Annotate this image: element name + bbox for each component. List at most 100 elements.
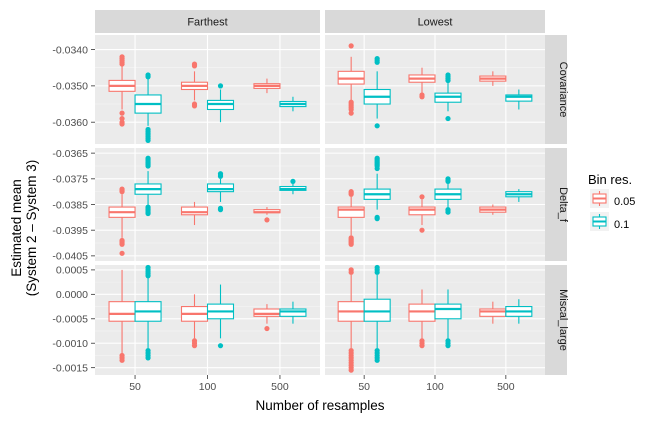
- x-tick-label: 100: [426, 381, 444, 393]
- outlier-point: [445, 209, 451, 215]
- box-body: [206, 183, 235, 193]
- strip-label-delta-f: Delta_f: [557, 187, 569, 223]
- y-tick-label: -0.0350: [52, 81, 88, 93]
- box-0-1-n500: [505, 89, 533, 110]
- facet-panels: [95, 35, 545, 375]
- outlier-point: [445, 178, 451, 184]
- legend-label-0-1: 0.1: [614, 219, 629, 231]
- outlier-point: [419, 343, 425, 349]
- box-body: [479, 308, 507, 317]
- strip-miscal-large: [545, 265, 567, 375]
- box-0-1-n100: [434, 289, 462, 349]
- x-tick-label: 50: [358, 381, 370, 393]
- box-0-1-n500: [505, 299, 533, 324]
- outlier-point: [374, 165, 380, 172]
- x-tick-label: 500: [271, 381, 289, 393]
- y-tick-label: -0.0005: [52, 314, 88, 326]
- outlier-point: [348, 241, 354, 247]
- box-0-1-n50: [134, 264, 162, 361]
- strip-label-farthest: Farthest: [187, 17, 227, 29]
- facet-strips: Farthest Lowest Covariance Delta_f Miscal_la…: [95, 10, 569, 375]
- box-body: [108, 301, 136, 322]
- axis-titles: Number of resamples Estimated mean (Syst…: [9, 160, 385, 413]
- box-0-05-n500: [479, 71, 507, 86]
- outlier-point: [419, 94, 425, 100]
- y-tick-label: -0.0340: [52, 44, 88, 56]
- y-tick-label: -0.0375: [52, 174, 88, 186]
- outlier-point: [348, 106, 354, 113]
- x-tick-label: 100: [199, 381, 217, 393]
- box-0-1-n50: [134, 72, 162, 143]
- y-tick-label: 0.0005: [56, 265, 88, 277]
- outlier-point: [290, 178, 296, 184]
- y-tick-label: -0.0405: [52, 251, 88, 263]
- strip-covariance: [545, 35, 567, 144]
- strip-farthest: [95, 10, 320, 33]
- panel-lowest-miscal-large: [325, 264, 545, 375]
- box-body: [180, 206, 209, 216]
- y-tick-label: -0.0395: [52, 225, 88, 237]
- box-0-1-n100: [434, 72, 462, 122]
- strip-label-miscal-large: Miscal_large: [557, 289, 569, 351]
- outlier-point: [119, 115, 125, 122]
- outlier-point: [119, 61, 125, 67]
- y-tick-label: -0.0360: [52, 117, 88, 129]
- outlier-point: [119, 241, 125, 247]
- y-tick-label: -0.0365: [52, 148, 88, 160]
- outlier-point: [419, 227, 425, 233]
- outlier-point: [374, 123, 380, 129]
- y-axis-title: Estimated mean (System 2 – System 3): [9, 160, 39, 297]
- box-body: [337, 206, 365, 218]
- x-tick-label: 500: [497, 381, 515, 393]
- x-axis-title: Number of resamples: [255, 398, 384, 413]
- outlier-point: [348, 43, 354, 49]
- outlier-point: [374, 264, 380, 271]
- strip-lowest: [325, 10, 545, 33]
- box-0-1-n100: [206, 83, 235, 123]
- outlier-point: [445, 343, 451, 349]
- legend-key-0-1: [590, 212, 609, 231]
- box-0-1-n100: [206, 171, 235, 213]
- legend-key-0-05: [590, 189, 609, 208]
- box-0-1-n500: [279, 96, 307, 112]
- panel-lowest-covariance: [325, 35, 545, 144]
- box-0-05-n500: [253, 78, 281, 94]
- box-body: [408, 303, 436, 322]
- box-body: [253, 308, 281, 317]
- box-0-05-n100: [180, 61, 209, 109]
- panel-lowest-delta-f: [325, 148, 545, 261]
- box-0-1-n500: [505, 189, 533, 202]
- box-0-1-n50: [363, 155, 391, 222]
- box-0-1-n100: [434, 176, 462, 215]
- box-0-05-n100: [180, 201, 209, 226]
- outlier-point: [145, 74, 151, 80]
- box-0-05-n100: [180, 294, 209, 349]
- outlier-point: [264, 325, 270, 332]
- axes: -0.0340 -0.0350 -0.0360 -0.0365 -0.0375 -0.03…: [52, 44, 514, 393]
- box-0-05-n50: [108, 54, 136, 127]
- strip-label-lowest: Lowest: [418, 17, 453, 29]
- box-body: [434, 303, 462, 320]
- y-tick-label: 0.0000: [56, 289, 88, 301]
- box-0-05-n500: [253, 207, 281, 223]
- outlier-point: [145, 163, 151, 169]
- outlier-point: [145, 264, 151, 271]
- legend-keys: [590, 189, 609, 231]
- box-0-05-n50: [108, 186, 136, 256]
- outlier-point: [191, 63, 198, 69]
- outlier-point: [191, 103, 198, 109]
- outlier-point: [374, 216, 380, 222]
- box-0-05-n50: [337, 189, 365, 247]
- box-0-05-n500: [253, 304, 281, 332]
- legend-label-0-05: 0.05: [614, 196, 635, 208]
- box-body: [505, 94, 533, 102]
- outlier-point: [217, 207, 224, 213]
- outlier-point: [374, 357, 380, 363]
- box-0-1-n500: [279, 301, 307, 324]
- box-0-1-n100: [206, 284, 235, 349]
- y-tick-label: -0.0010: [52, 338, 88, 350]
- box-body: [408, 206, 436, 216]
- panel-farthest-delta-f: [95, 148, 320, 261]
- outlier-point: [348, 110, 354, 116]
- y-axis-title-line-1: Estimated mean: [9, 179, 24, 277]
